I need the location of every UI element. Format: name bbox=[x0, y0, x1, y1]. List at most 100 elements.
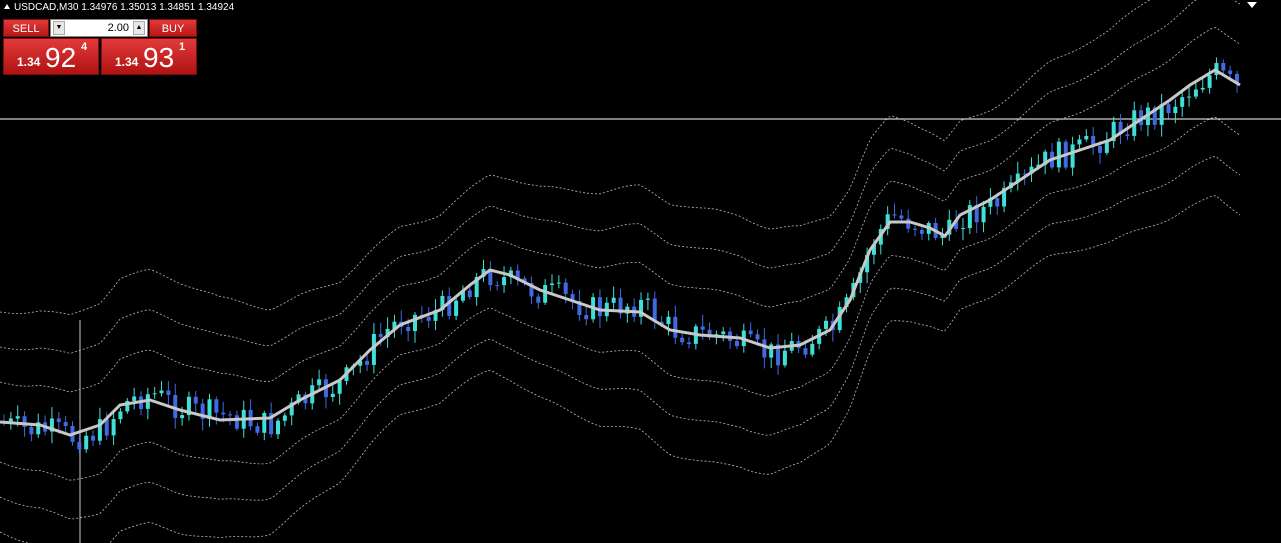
buy-button[interactable]: BUY bbox=[149, 19, 197, 37]
candle-body bbox=[1152, 107, 1157, 125]
envelope-band bbox=[0, 156, 1241, 520]
candle-body bbox=[995, 198, 1000, 207]
candle-body bbox=[1077, 139, 1082, 145]
candle-body bbox=[1070, 144, 1075, 168]
candle-body bbox=[378, 334, 383, 337]
candle-body bbox=[1084, 136, 1089, 140]
candle-body bbox=[440, 296, 445, 310]
buy-price[interactable]: 1.34 93 1 bbox=[101, 38, 197, 75]
price-pips: 92 bbox=[45, 42, 77, 73]
candle-body bbox=[700, 326, 705, 330]
candle-body bbox=[1193, 89, 1198, 97]
candle-body bbox=[1118, 121, 1123, 135]
candle-body bbox=[871, 244, 876, 255]
candle-body bbox=[118, 411, 123, 420]
price-prefix: 1.34 bbox=[17, 55, 41, 69]
candle-body bbox=[1029, 166, 1034, 174]
price-fraction: 1 bbox=[179, 41, 186, 53]
candle-body bbox=[111, 419, 116, 436]
candle-body bbox=[892, 214, 897, 216]
candle-body bbox=[1214, 63, 1219, 76]
lot-increase[interactable]: ▲ bbox=[133, 21, 145, 35]
candle-body bbox=[488, 269, 493, 286]
candle-body bbox=[221, 412, 226, 415]
envelope-band bbox=[0, 195, 1241, 543]
candle-body bbox=[166, 390, 171, 395]
candle-body bbox=[981, 206, 986, 223]
candle-body bbox=[433, 310, 438, 321]
candle-body bbox=[748, 330, 753, 335]
candle-body bbox=[1228, 70, 1233, 74]
candle-body bbox=[180, 415, 185, 419]
candle-body bbox=[1221, 63, 1226, 71]
candle-body bbox=[1187, 96, 1192, 98]
candle-body bbox=[56, 418, 61, 422]
candle-body bbox=[214, 399, 219, 413]
candle-body bbox=[104, 419, 109, 436]
candle-body bbox=[597, 297, 602, 317]
price-fraction: 4 bbox=[81, 41, 88, 53]
candle-body bbox=[570, 294, 575, 301]
candle-body bbox=[762, 339, 767, 358]
candle-body bbox=[276, 420, 280, 435]
candle-body bbox=[1180, 97, 1185, 107]
sell-price[interactable]: 1.34 92 4 bbox=[3, 38, 99, 75]
candle-body bbox=[228, 414, 233, 416]
candle-body bbox=[269, 413, 274, 435]
lot-size-field[interactable]: ▼ 2.00 ▲ bbox=[50, 19, 148, 37]
candle-body bbox=[954, 219, 959, 229]
candle-body bbox=[289, 402, 294, 416]
candle-body bbox=[556, 282, 561, 284]
candle-body bbox=[844, 297, 849, 308]
candle-body bbox=[1056, 141, 1061, 168]
candle-body bbox=[1173, 106, 1178, 114]
candle-body bbox=[392, 321, 397, 329]
candle-body bbox=[563, 282, 568, 294]
candle-body bbox=[358, 360, 363, 366]
candle-body bbox=[371, 334, 376, 365]
lot-decrease[interactable]: ▼ bbox=[53, 21, 65, 35]
symbol-bar: USDCAD,M30 1.34976 1.35013 1.34851 1.349… bbox=[4, 2, 234, 14]
candle-body bbox=[467, 290, 472, 298]
candle-body bbox=[426, 316, 431, 321]
candle-body bbox=[1159, 104, 1164, 125]
candle-body bbox=[1111, 121, 1116, 142]
sell-button[interactable]: SELL bbox=[3, 19, 49, 37]
candle-body bbox=[611, 297, 616, 303]
candle-body bbox=[77, 441, 82, 450]
candle-body bbox=[885, 214, 890, 229]
candle-body bbox=[769, 344, 774, 358]
candle-body bbox=[515, 270, 520, 279]
candle-body bbox=[837, 307, 842, 331]
candle-body bbox=[974, 205, 979, 223]
candle-body bbox=[1098, 145, 1102, 153]
envelope-band bbox=[0, 27, 1241, 393]
candle-body bbox=[84, 435, 89, 450]
candle-body bbox=[1104, 141, 1109, 153]
candle-body bbox=[906, 218, 911, 229]
candle-body bbox=[584, 315, 589, 320]
candle-body bbox=[967, 205, 972, 229]
candle-body bbox=[1036, 164, 1041, 167]
lot-size: 2.00 bbox=[107, 22, 129, 34]
candle-body bbox=[454, 300, 459, 316]
candle-body bbox=[782, 350, 787, 366]
candle-body bbox=[337, 380, 342, 394]
candle-body bbox=[536, 296, 541, 303]
candle-body bbox=[262, 413, 267, 433]
candle-body bbox=[91, 435, 96, 441]
one-click-trade-panel: SELL ▼ 2.00 ▲ BUY 1.34 92 4 1.34 93 1 bbox=[3, 19, 197, 76]
candle-body bbox=[666, 316, 671, 325]
candle-body bbox=[330, 393, 335, 397]
candle-body bbox=[132, 396, 137, 401]
candle-body bbox=[1200, 87, 1205, 90]
price-prefix: 1.34 bbox=[115, 55, 139, 69]
candle-body bbox=[63, 422, 68, 426]
candle-body bbox=[659, 321, 664, 325]
candle-body bbox=[193, 396, 198, 404]
candle-body bbox=[577, 301, 582, 315]
candle-body bbox=[36, 422, 41, 435]
candle-body bbox=[186, 396, 191, 416]
candle-body bbox=[1091, 136, 1096, 146]
